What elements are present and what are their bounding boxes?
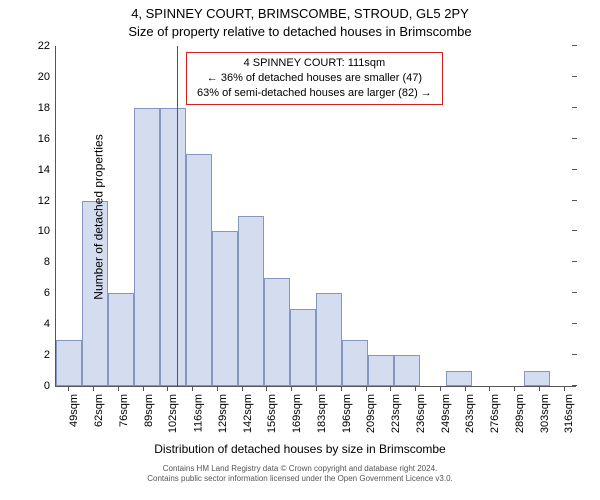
y-tick-label: 6 [44,287,56,299]
x-tick-mark [514,386,515,391]
chart-title-subtitle: Size of property relative to detached ho… [0,24,600,39]
histogram-bar [108,293,134,386]
chart-container: 4, SPINNEY COURT, BRIMSCOMBE, STROUD, GL… [0,0,600,500]
x-tick-mark [465,386,466,391]
x-tick-label: 276sqm [489,394,501,433]
marker-line [177,46,179,386]
x-tick-label: 142sqm [242,394,254,433]
x-tick-label: 263sqm [465,394,477,433]
x-tick-mark [539,386,540,391]
x-tick-label: 62sqm [93,394,105,427]
y-tick-label: 20 [38,71,56,83]
x-tick-mark [167,386,168,391]
x-tick-mark [390,386,391,391]
x-tick-mark [366,386,367,391]
histogram-bar [342,340,368,386]
y-tick-mark [572,385,577,386]
y-tick-label: 16 [38,133,56,145]
x-tick-mark [192,386,193,391]
x-axis-title: Distribution of detached houses by size … [0,442,600,456]
y-tick-label: 22 [38,40,56,52]
histogram-bar [186,154,212,386]
x-tick-label: 129sqm [217,394,229,433]
histogram-bar [212,231,238,386]
annotation-line: 4 SPINNEY COURT: 111sqm [197,56,432,71]
annotation-line: ← 36% of detached houses are smaller (47… [197,71,432,86]
y-tick-label: 12 [38,195,56,207]
x-tick-label: 289sqm [514,394,526,433]
footer-line: Contains HM Land Registry data © Crown c… [0,464,600,474]
histogram-bar [368,355,394,386]
y-tick-label: 2 [44,349,56,361]
footer: Contains HM Land Registry data © Crown c… [0,464,600,484]
x-tick-label: 89sqm [143,394,155,427]
histogram-bar [316,293,342,386]
y-tick-mark [572,292,577,293]
x-tick-label: 169sqm [291,394,303,433]
footer-line: Contains public sector information licen… [0,474,600,484]
x-tick-label: 249sqm [440,394,452,433]
histogram-bar [238,216,264,386]
x-tick-label: 303sqm [539,394,551,433]
x-tick-label: 49sqm [68,394,80,427]
y-tick-label: 4 [44,318,56,330]
y-tick-mark [572,138,577,139]
x-tick-mark [440,386,441,391]
x-tick-label: 223sqm [390,394,402,433]
y-tick-mark [572,200,577,201]
x-tick-label: 316sqm [564,394,576,433]
x-tick-mark [489,386,490,391]
plot-area: 4 SPINNEY COURT: 111sqm ← 36% of detache… [55,46,576,387]
x-tick-mark [564,386,565,391]
x-tick-mark [266,386,267,391]
y-tick-mark [572,107,577,108]
histogram-bar [134,108,160,386]
x-tick-label: 183sqm [316,394,328,433]
y-tick-mark [572,323,577,324]
x-tick-mark [143,386,144,391]
x-tick-label: 209sqm [366,394,378,433]
y-tick-label: 14 [38,164,56,176]
histogram-bar [446,371,472,386]
x-tick-label: 236sqm [415,394,427,433]
histogram-bar [160,108,186,386]
y-tick-mark [572,354,577,355]
y-tick-mark [572,261,577,262]
histogram-bar [264,278,290,386]
y-tick-mark [572,169,577,170]
x-tick-label: 156sqm [266,394,278,433]
x-tick-mark [93,386,94,391]
y-tick-mark [572,76,577,77]
x-tick-mark [242,386,243,391]
x-tick-label: 116sqm [192,394,204,432]
annotation-line: 63% of semi-detached houses are larger (… [197,86,432,101]
x-tick-mark [118,386,119,391]
x-tick-mark [291,386,292,391]
x-tick-label: 102sqm [167,394,179,433]
y-axis-label: Number of detached properties [92,134,106,299]
y-tick-mark [572,230,577,231]
annotation-box: 4 SPINNEY COURT: 111sqm ← 36% of detache… [186,52,443,105]
x-tick-label: 196sqm [341,394,353,433]
x-tick-mark [316,386,317,391]
histogram-bar [290,309,316,386]
histogram-bar [524,371,550,386]
y-tick-label: 10 [38,225,56,237]
x-tick-mark [68,386,69,391]
x-tick-mark [217,386,218,391]
x-tick-label: 76sqm [118,394,130,427]
x-tick-mark [415,386,416,391]
y-tick-label: 0 [44,380,56,392]
histogram-bar [394,355,420,386]
chart-title-address: 4, SPINNEY COURT, BRIMSCOMBE, STROUD, GL… [0,6,600,21]
y-tick-label: 8 [44,256,56,268]
y-tick-mark [572,45,577,46]
y-tick-label: 18 [38,102,56,114]
x-tick-mark [341,386,342,391]
histogram-bar [56,340,82,386]
